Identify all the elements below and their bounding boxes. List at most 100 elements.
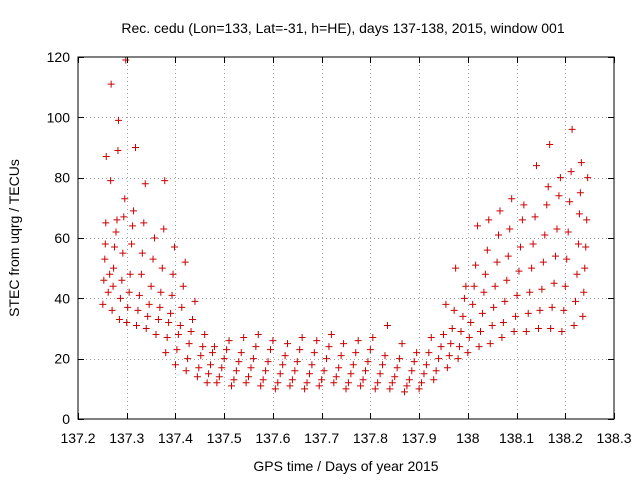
data-point	[534, 325, 542, 332]
data-point	[144, 312, 152, 320]
data-point	[266, 346, 274, 354]
data-point	[104, 288, 112, 296]
data-point	[486, 340, 494, 348]
data-point	[323, 355, 331, 363]
data-point	[149, 255, 157, 263]
data-point	[454, 355, 462, 363]
data-point	[425, 349, 433, 357]
data-point	[327, 331, 335, 339]
data-point	[101, 240, 109, 248]
data-point	[405, 376, 413, 384]
data-point	[354, 337, 362, 345]
y-tick-labels: 0 20 40 60 80 100 120	[47, 49, 71, 427]
data-point	[225, 337, 233, 345]
data-point	[366, 346, 374, 354]
data-point	[369, 334, 377, 342]
data-point	[340, 340, 348, 348]
data-point	[445, 352, 453, 360]
data-point	[281, 352, 289, 360]
data-point	[347, 370, 355, 378]
data-point	[107, 80, 115, 88]
data-point	[538, 285, 546, 293]
data-point	[553, 225, 561, 233]
x-axis-label: GPS time / Days of year 2015	[253, 458, 438, 474]
data-point	[242, 379, 250, 387]
data-point	[330, 379, 338, 387]
data-point	[469, 300, 477, 308]
data-point	[572, 297, 580, 305]
data-point	[522, 328, 530, 336]
x-tick-label: 137.3	[109, 430, 144, 446]
data-point	[100, 276, 108, 284]
data-point	[357, 382, 365, 390]
data-point	[376, 370, 384, 378]
data-point	[388, 379, 396, 387]
data-point	[541, 231, 549, 239]
data-point	[437, 343, 445, 351]
data-point	[476, 328, 484, 336]
data-point	[443, 364, 451, 372]
data-point	[435, 355, 443, 363]
data-point	[498, 334, 506, 342]
data-point	[432, 367, 440, 375]
data-point	[173, 346, 181, 354]
data-point	[106, 270, 114, 278]
data-point	[563, 255, 571, 263]
data-point	[560, 306, 568, 314]
data-point	[195, 364, 203, 372]
data-point	[496, 207, 504, 215]
data-point	[165, 318, 173, 326]
data-point	[459, 312, 467, 320]
data-point	[467, 318, 475, 326]
data-point	[271, 385, 279, 393]
data-point	[135, 291, 143, 299]
data-point	[162, 349, 170, 357]
data-point	[570, 321, 578, 329]
data-point	[575, 210, 583, 218]
data-point	[152, 331, 160, 339]
data-point	[422, 361, 430, 369]
data-point	[558, 328, 566, 336]
data-point	[374, 379, 382, 387]
data-point	[491, 282, 499, 290]
data-point	[552, 252, 560, 260]
data-point	[115, 315, 123, 323]
data-point	[213, 379, 221, 387]
data-point	[472, 261, 480, 269]
data-point	[176, 321, 184, 329]
data-point	[574, 240, 582, 248]
data-point	[447, 340, 455, 348]
data-point	[381, 352, 389, 360]
data-point	[288, 376, 296, 384]
x-tick-label: 138.2	[548, 430, 583, 446]
data-point	[182, 367, 190, 375]
data-point	[257, 382, 265, 390]
chart-title: Rec. cedu (Lon=133, Lat=-31, h=HE), days…	[121, 20, 564, 36]
data-point	[286, 382, 294, 390]
data-point	[512, 312, 520, 320]
data-point	[520, 201, 528, 209]
data-point	[156, 303, 164, 311]
data-point	[513, 291, 521, 299]
data-point	[564, 228, 572, 236]
data-point	[518, 216, 526, 224]
data-point	[408, 367, 416, 375]
data-point	[129, 222, 137, 230]
data-point	[223, 346, 231, 354]
data-point	[568, 125, 576, 133]
data-point	[125, 288, 133, 296]
data-point	[199, 343, 207, 351]
data-point	[134, 306, 142, 314]
data-point	[167, 309, 175, 317]
data-point	[151, 234, 159, 242]
data-point	[284, 340, 292, 348]
data-point	[506, 225, 514, 233]
data-point	[171, 361, 179, 369]
data-point	[262, 367, 270, 375]
data-point	[418, 379, 426, 387]
data-point	[495, 231, 503, 239]
data-point	[383, 321, 391, 329]
data-point	[237, 349, 245, 357]
data-point	[315, 382, 323, 390]
